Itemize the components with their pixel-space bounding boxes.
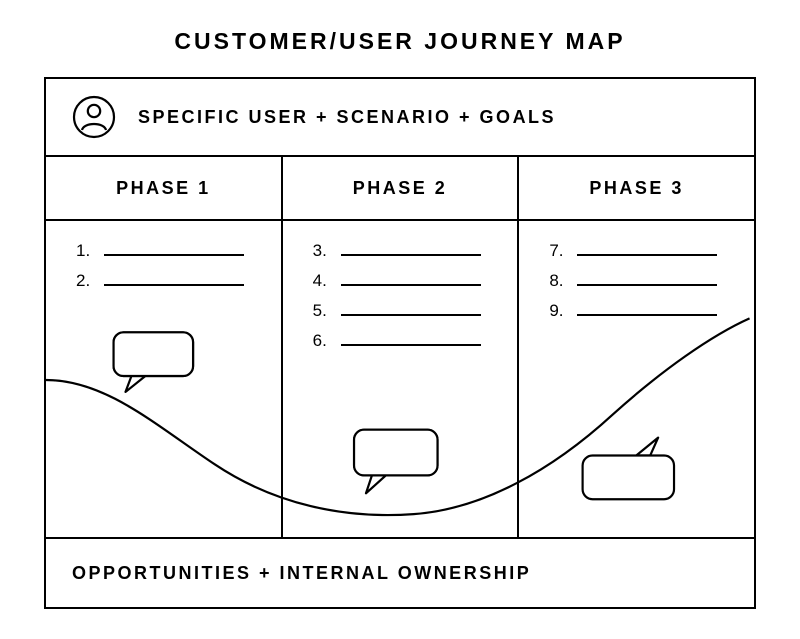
phase-head-2: PHASE 2 <box>281 157 518 219</box>
page-title: CUSTOMER/USER JOURNEY MAP <box>44 28 756 55</box>
item-number: 8. <box>549 271 567 291</box>
blank-line <box>341 314 481 316</box>
list-item: 8. <box>549 271 732 291</box>
blank-line <box>104 284 244 286</box>
phase-body-2: 3. 4. 5. 6. <box>281 221 518 537</box>
blank-line <box>341 254 481 256</box>
phase-head-3: PHASE 3 <box>517 157 754 219</box>
blank-line <box>577 314 717 316</box>
phase-header-row: PHASE 1 PHASE 2 PHASE 3 <box>46 157 754 221</box>
header-row: SPECIFIC USER + SCENARIO + GOALS <box>46 79 754 157</box>
list-item: 4. <box>313 271 496 291</box>
item-number: 2. <box>76 271 94 291</box>
phase-body-row: 1. 2. 3. 4. 5. <box>46 221 754 537</box>
item-number: 1. <box>76 241 94 261</box>
footer-text: OPPORTUNITIES + INTERNAL OWNERSHIP <box>72 563 531 584</box>
item-number: 3. <box>313 241 331 261</box>
header-text: SPECIFIC USER + SCENARIO + GOALS <box>138 107 556 128</box>
persona-icon <box>72 95 116 139</box>
blank-line <box>341 344 481 346</box>
item-number: 4. <box>313 271 331 291</box>
item-number: 9. <box>549 301 567 321</box>
blank-line <box>577 284 717 286</box>
list-item: 5. <box>313 301 496 321</box>
item-number: 6. <box>313 331 331 351</box>
list-item: 1. <box>76 241 259 261</box>
list-item: 2. <box>76 271 259 291</box>
item-number: 7. <box>549 241 567 261</box>
blank-line <box>341 284 481 286</box>
page: CUSTOMER/USER JOURNEY MAP SPECIFIC USER … <box>0 0 800 639</box>
blank-line <box>577 254 717 256</box>
journey-frame: SPECIFIC USER + SCENARIO + GOALS PHASE 1… <box>44 77 756 609</box>
footer-row: OPPORTUNITIES + INTERNAL OWNERSHIP <box>46 537 754 607</box>
list-item: 6. <box>313 331 496 351</box>
list-item: 7. <box>549 241 732 261</box>
list-item: 9. <box>549 301 732 321</box>
phase-head-1: PHASE 1 <box>46 157 281 219</box>
item-number: 5. <box>313 301 331 321</box>
phase-body-1: 1. 2. <box>46 221 281 537</box>
list-item: 3. <box>313 241 496 261</box>
phase-body-3: 7. 8. 9. <box>517 221 754 537</box>
blank-line <box>104 254 244 256</box>
